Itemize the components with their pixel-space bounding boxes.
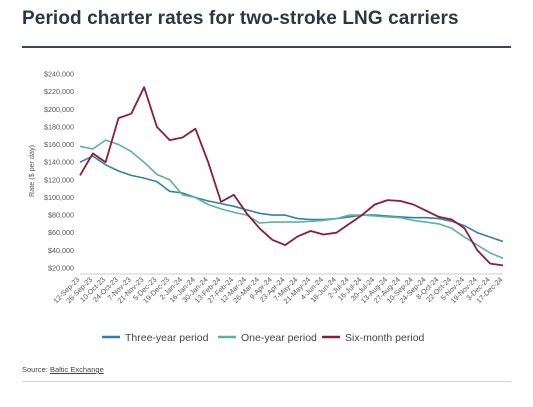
legend-label-2: One-year period (241, 332, 317, 344)
y-tick-label: $20,000 (48, 264, 74, 273)
y-tick-label: $140,000 (44, 158, 74, 167)
y-tick-label: $160,000 (44, 140, 74, 149)
series-line-3 (79, 86, 504, 267)
y-tick-label: $80,000 (48, 211, 74, 220)
line-chart: Rate ($ per day) $20,000 $40,000 $60,000 $80… (27, 70, 504, 345)
chart-title: Period charter rates for two-stroke LNG … (22, 8, 459, 29)
y-tick-label: $220,000 (44, 87, 74, 96)
y-tick-label: $60,000 (48, 228, 74, 237)
series-line-2 (79, 139, 504, 260)
y-tick-label: $100,000 (44, 193, 74, 202)
series-line-1 (79, 155, 504, 243)
y-tick-label: $180,000 (44, 122, 74, 131)
title-divider (22, 46, 511, 48)
source-link[interactable]: Baltic Exchange (49, 365, 104, 374)
y-axis-label: Rate ($ per day) (27, 145, 36, 197)
y-tick-label: $200,000 (44, 105, 74, 114)
legend-label-3: Six-month period (345, 332, 425, 344)
y-tick-label: $120,000 (44, 175, 74, 184)
source-note: Source: Baltic Exchange (22, 365, 104, 374)
source-label: Source: (22, 365, 48, 374)
footer-divider (22, 381, 511, 382)
y-tick-label: $240,000 (44, 70, 74, 79)
y-tick-label: $40,000 (48, 246, 74, 255)
legend-label-1: Three-year period (125, 332, 209, 344)
